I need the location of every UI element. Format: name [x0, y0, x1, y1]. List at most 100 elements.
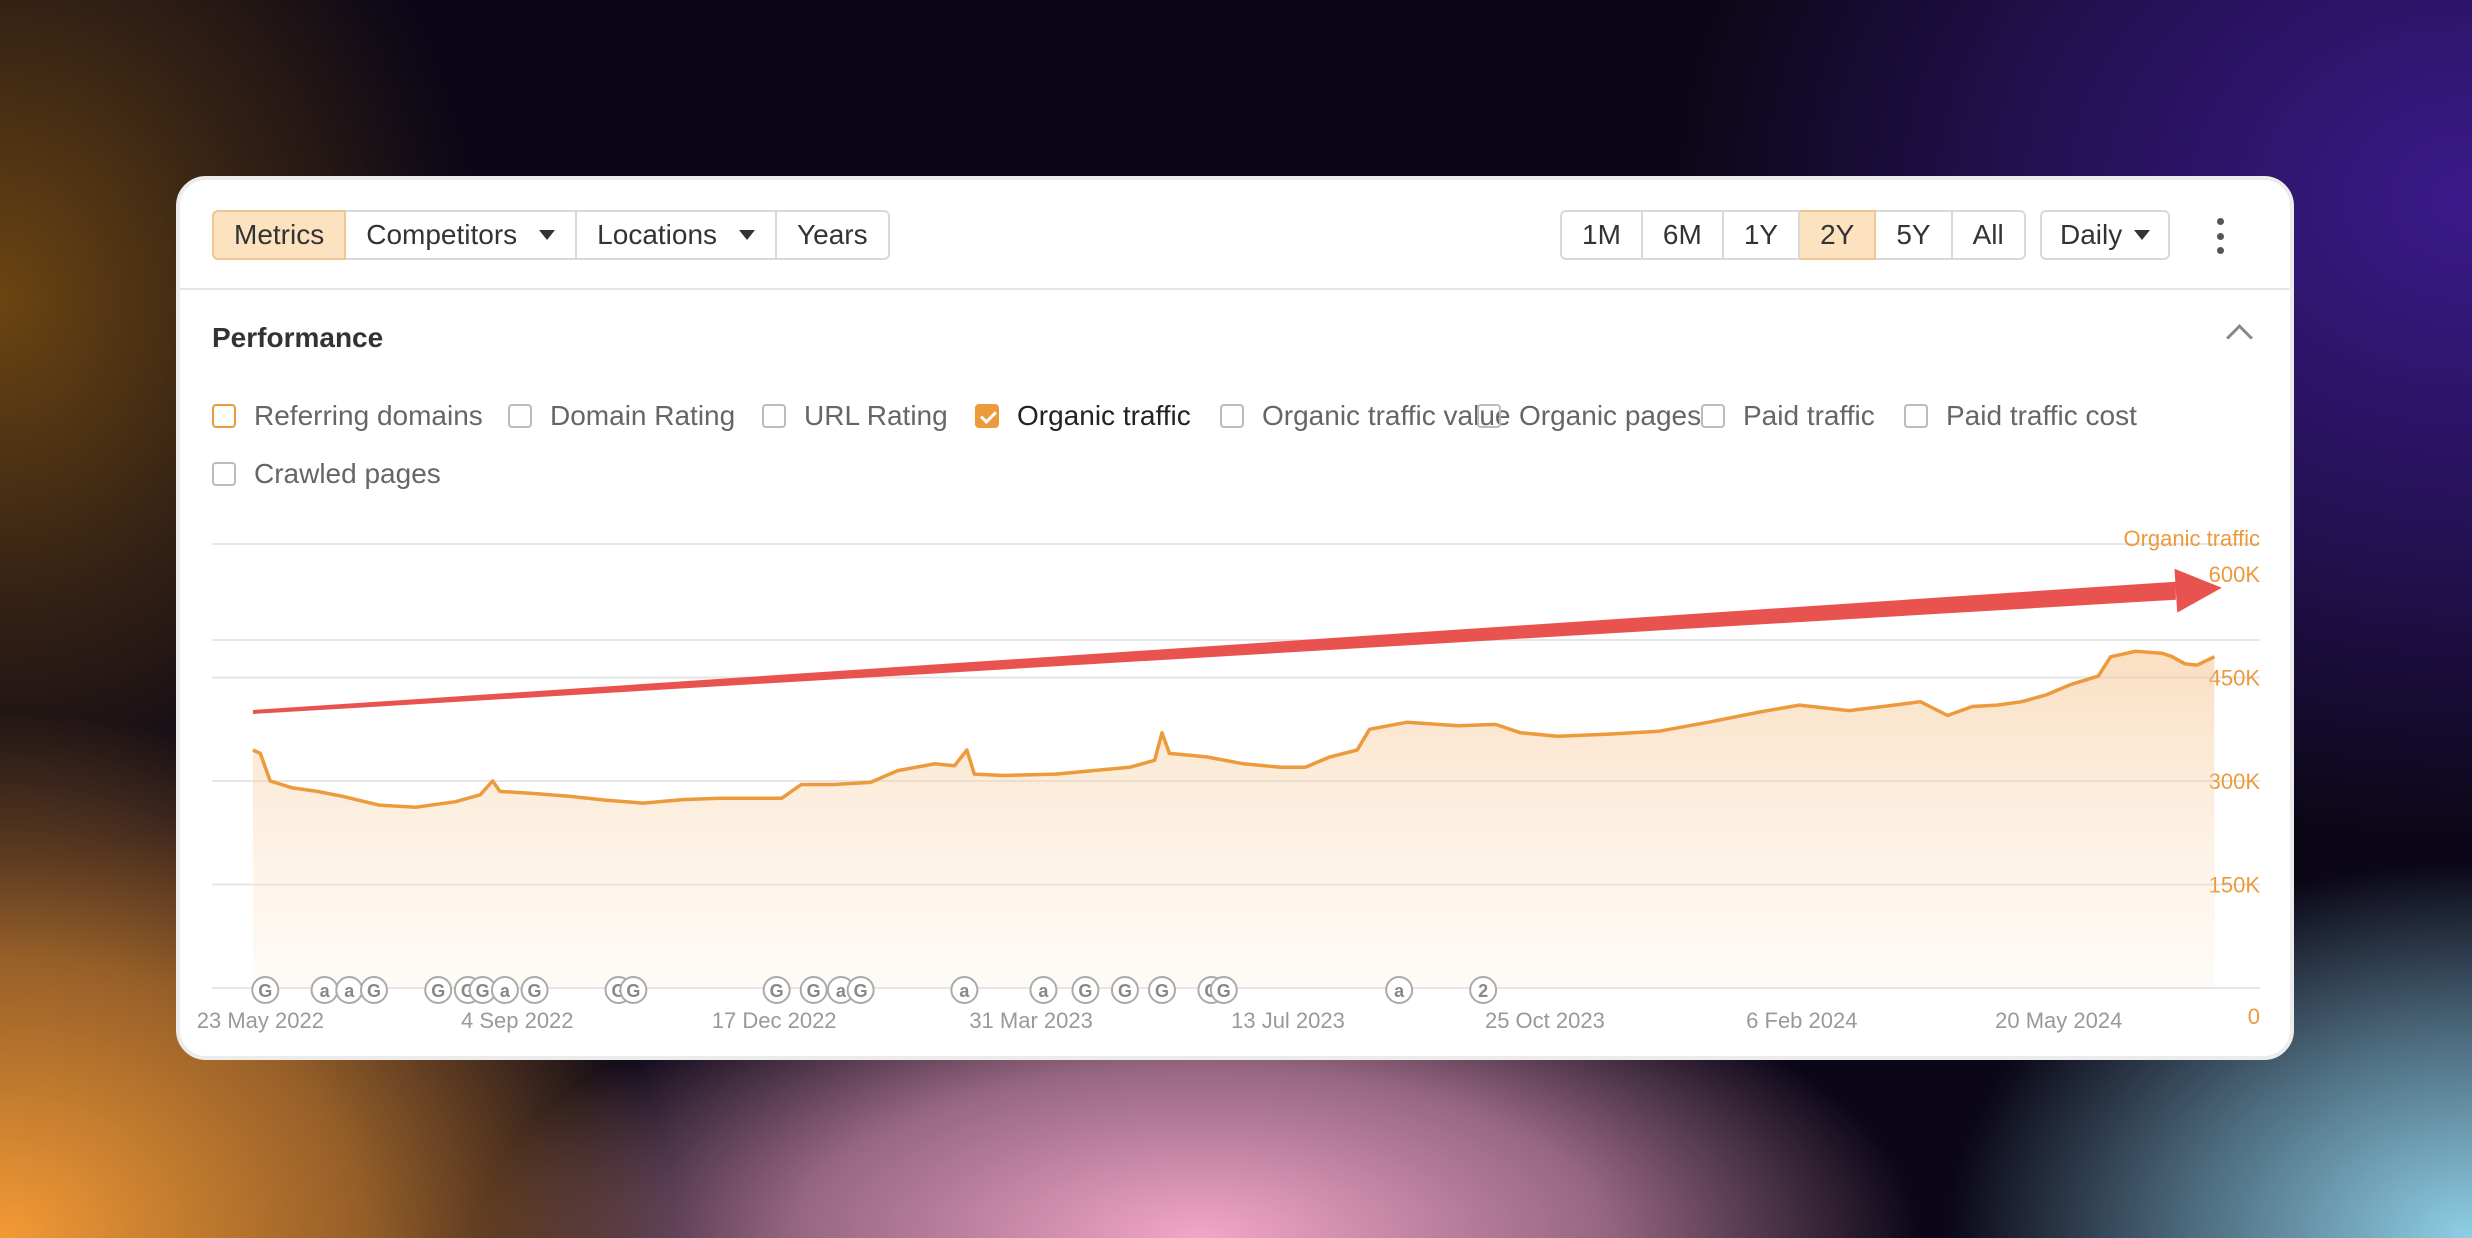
metric-url-rating[interactable]: URL Rating: [762, 400, 948, 432]
trend-arrow-head: [2174, 568, 2222, 613]
checkbox-icon[interactable]: [1904, 404, 1928, 428]
annotation-marker[interactable]: [1209, 976, 1238, 1004]
metric-paid-traffic-cost[interactable]: Paid traffic cost: [1904, 400, 2137, 432]
annotation-marker[interactable]: [490, 976, 519, 1004]
y-tick-label: 600K: [2209, 562, 2261, 587]
x-tick-label: 23 May 2022: [197, 1008, 324, 1033]
annotation-marker[interactable]: [619, 976, 648, 1004]
button-label: 2Y: [1820, 219, 1855, 250]
annotation-marker[interactable]: [359, 976, 388, 1004]
y-tick-label: 300K: [2209, 769, 2261, 794]
caret-down-icon: [739, 230, 756, 240]
organic-traffic-chart: 600K 450K 300K 150K 0 Organic traffic 23 May 2…: [197, 526, 2261, 1033]
interval-label: Daily: [2060, 219, 2123, 250]
annotation-marker-label: G: [431, 981, 445, 1001]
annotation-marker-label: G: [528, 981, 542, 1001]
metric-label: Paid traffic cost: [1946, 400, 2137, 431]
annotation-marker-label: G: [854, 981, 868, 1001]
1m-button[interactable]: 1M: [1560, 210, 1643, 260]
locations-button[interactable]: Locations: [577, 210, 778, 260]
annotation-marker[interactable]: [762, 976, 791, 1004]
checkbox-icon[interactable]: [1220, 404, 1244, 428]
annotation-marker-label: G: [1217, 981, 1231, 1001]
y-axis-label: Organic traffic: [2123, 526, 2260, 551]
button-label: All: [1972, 219, 2004, 250]
annotation-marker-label: G: [476, 981, 490, 1001]
trend-arrow-shaft: [252, 581, 2176, 714]
caret-down-icon: [2134, 230, 2151, 240]
checkbox-icon[interactable]: [762, 404, 786, 428]
annotation-marker[interactable]: [1148, 976, 1177, 1004]
checkbox-icon[interactable]: [508, 404, 532, 428]
annotation-marker-label: G: [770, 981, 784, 1001]
y-tick-label: 0: [2248, 1004, 2260, 1029]
series-line-organic-traffic: [252, 649, 2216, 809]
annotation-marker[interactable]: [950, 976, 979, 1004]
annotation-marker-label: a: [1394, 981, 1405, 1001]
metric-domain-rating[interactable]: Domain Rating: [508, 400, 735, 432]
annotation-marker-label: a: [959, 981, 970, 1001]
x-tick-label: 25 Oct 2023: [1485, 1008, 1605, 1033]
annotation-marker-label: G: [1155, 981, 1169, 1001]
competitors-button[interactable]: Competitors: [346, 210, 578, 260]
button-label: Years: [797, 219, 868, 250]
annotation-marker-label: a: [836, 981, 847, 1001]
annotation-marker-label: G: [1118, 981, 1132, 1001]
metric-organic-pages[interactable]: Organic pages: [1477, 400, 1701, 432]
checkbox-icon[interactable]: [1477, 404, 1501, 428]
1y-button[interactable]: 1Y: [1723, 210, 1801, 260]
x-tick-label: 4 Sep 2022: [461, 1008, 574, 1033]
annotation-marker[interactable]: [1110, 976, 1139, 1004]
button-label: Metrics: [234, 219, 325, 250]
metric-referring-domains[interactable]: Referring domains: [212, 400, 483, 432]
y-tick-label: 450K: [2209, 666, 2261, 691]
interval-dropdown[interactable]: Daily: [2040, 210, 2171, 260]
annotation-marker-label: a: [344, 981, 355, 1001]
vertical-dots-icon[interactable]: [2210, 218, 2230, 254]
metric-paid-traffic[interactable]: Paid traffic: [1701, 400, 1875, 432]
series-area: [252, 651, 2215, 988]
metric-label: Organic traffic value: [1262, 400, 1511, 431]
annotation-marker[interactable]: [1469, 976, 1498, 1004]
annotation-marker[interactable]: [1385, 976, 1414, 1004]
annotation-marker-label: G: [807, 981, 821, 1001]
view-tabs: Metrics Competitors Locations Years: [212, 210, 890, 260]
metric-organic-traffic[interactable]: Organic traffic: [975, 400, 1191, 432]
annotation-marker[interactable]: [846, 976, 875, 1004]
annotation-marker-label: G: [258, 981, 272, 1001]
checkbox-icon[interactable]: [212, 462, 236, 486]
annotation-marker[interactable]: [520, 976, 549, 1004]
annotation-marker-label: a: [1038, 981, 1049, 1001]
x-tick-label: 17 Dec 2022: [712, 1008, 837, 1033]
5y-button[interactable]: 5Y: [1876, 210, 1953, 260]
annotation-marker[interactable]: [1071, 976, 1100, 1004]
metric-crawled-pages[interactable]: Crawled pages: [212, 458, 441, 490]
years-button[interactable]: Years: [777, 210, 890, 260]
checkbox-icon[interactable]: [212, 404, 236, 428]
annotation-marker-label: G: [1078, 981, 1092, 1001]
annotation-marker[interactable]: [424, 976, 453, 1004]
metric-label: Referring domains: [254, 400, 483, 431]
annotation-marker[interactable]: [799, 976, 828, 1004]
2y-button[interactable]: 2Y: [1800, 210, 1877, 260]
6m-button[interactable]: 6M: [1642, 210, 1724, 260]
annotation-marker[interactable]: [1029, 976, 1058, 1004]
annotation-marker[interactable]: [251, 976, 280, 1004]
section-title: Performance: [212, 322, 384, 353]
metric-label: URL Rating: [804, 400, 948, 431]
x-tick-label: 13 Jul 2023: [1231, 1008, 1345, 1033]
metric-organic-traffic-value[interactable]: Organic traffic value: [1220, 400, 1511, 432]
x-tick-label: 31 Mar 2023: [969, 1008, 1093, 1033]
metric-label: Organic traffic: [1017, 400, 1191, 431]
x-tick-label: 20 May 2024: [1995, 1008, 2122, 1033]
y-tick-label: 150K: [2209, 873, 2261, 898]
metric-label: Domain Rating: [550, 400, 736, 431]
range-buttons: 1M 6M 1Y 2Y 5Y All: [1560, 210, 2026, 260]
annotation-marker-label: 2: [1478, 981, 1488, 1001]
metric-label: Paid traffic: [1743, 400, 1875, 431]
all-button[interactable]: All: [1952, 210, 2026, 260]
checkbox-checked-icon[interactable]: [975, 404, 999, 428]
checkbox-icon[interactable]: [1701, 404, 1725, 428]
metrics-button[interactable]: Metrics: [212, 210, 347, 260]
button-label: Competitors: [366, 219, 518, 250]
